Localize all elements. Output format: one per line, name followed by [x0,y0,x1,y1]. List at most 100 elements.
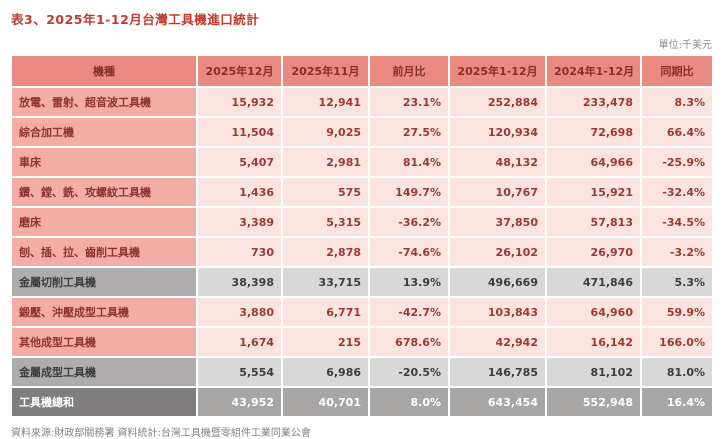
cell-value: 471,846 [545,266,642,298]
cell-value: 13.9% [368,266,450,298]
cell-value: 146,785 [448,356,547,388]
cell-value: -32.4% [640,176,714,208]
cell-value: 15,932 [196,86,283,118]
cell-value: 5.3% [640,266,714,298]
cell-value: 26,970 [545,236,642,268]
column-header: 同期比 [640,54,714,88]
row-label: 金屬成型工具機 [10,356,198,388]
cell-value: 215 [281,326,370,358]
table-body: 放電、雷射、超音波工具機 15,932 12,941 23.1% 252,884 233,… [10,86,714,418]
cell-value: 66.4% [640,116,714,148]
cell-value: 149.7% [368,176,450,208]
cell-value: 33,715 [281,266,370,298]
cell-value: 6,986 [281,356,370,388]
cell-value: 81.4% [368,146,450,178]
cell-value: 496,669 [448,266,547,298]
cell-value: 103,843 [448,296,547,328]
cell-value: 2,878 [281,236,370,268]
cell-value: 48,132 [448,146,547,178]
cell-value: -36.2% [368,206,450,238]
table-row: 綜合加工機 11,504 9,025 27.5% 120,934 72,698 66.4% [10,116,714,148]
table-row: 鍛壓、沖壓成型工具機 3,880 6,771 -42.7% 103,843 64,960 5… [10,296,714,328]
table-row: 放電、雷射、超音波工具機 15,932 12,941 23.1% 252,884 233,… [10,86,714,118]
cell-value: 59.9% [640,296,714,328]
cell-value: -3.2% [640,236,714,268]
cell-value: 575 [281,176,370,208]
table-row: 刨、插、拉、齒削工具機 730 2,878 -74.6% 26,102 26,970 -3.… [10,236,714,268]
cell-value: 166.0% [640,326,714,358]
cell-value: 16.4% [640,386,714,418]
table-row: 車床 5,407 2,981 81.4% 48,132 64,966 -25.9% [10,146,714,178]
cell-value: 12,941 [281,86,370,118]
cell-value: 81.0% [640,356,714,388]
cell-value: 8.3% [640,86,714,118]
page-title: 表3、2025年1-12月台灣工具機進口統計 [11,12,260,27]
cell-value: 43,952 [196,386,283,418]
cell-value: 643,454 [448,386,547,418]
cell-value: 23.1% [368,86,450,118]
column-header: 2025年11月 [281,54,370,88]
cell-value: 233,478 [545,86,642,118]
cell-value: 72,698 [545,116,642,148]
table-row: 金屬成型工具機 5,554 6,986 -20.5% 146,785 81,102 81.0… [10,356,714,388]
cell-value: 27.5% [368,116,450,148]
row-label: 綜合加工機 [10,116,198,148]
cell-value: 2,981 [281,146,370,178]
cell-value: 37,850 [448,206,547,238]
cell-value: 16,142 [545,326,642,358]
cell-value: 9,025 [281,116,370,148]
row-label: 放電、雷射、超音波工具機 [10,86,198,118]
column-header: 2025年12月 [196,54,283,88]
row-label: 鑽、鏜、銑、攻螺紋工具機 [10,176,198,208]
cell-value: 678.6% [368,326,450,358]
cell-value: 3,389 [196,206,283,238]
cell-value: 26,102 [448,236,547,268]
import-stats-table: 機種 2025年12月 2025年11月 前月比 2025年1-12月 2024年1-12… [10,54,714,418]
cell-value: 3,880 [196,296,283,328]
table-row: 其他成型工具機 1,674 215 678.6% 42,942 16,142 166.0% [10,326,714,358]
cell-value: 38,398 [196,266,283,298]
cell-value: -20.5% [368,356,450,388]
cell-value: 15,921 [545,176,642,208]
row-label: 鍛壓、沖壓成型工具機 [10,296,198,328]
cell-value: 81,102 [545,356,642,388]
cell-value: 730 [196,236,283,268]
cell-value: 5,407 [196,146,283,178]
row-label: 工具機總和 [10,386,198,418]
cell-value: 1,674 [196,326,283,358]
cell-value: 5,554 [196,356,283,388]
table-row: 工具機總和 43,952 40,701 8.0% 643,454 552,948 16.4% [10,386,714,418]
cell-value: 42,942 [448,326,547,358]
header-row: 機種 2025年12月 2025年11月 前月比 2025年1-12月 2024年1-12… [10,54,714,88]
row-label: 金屬切削工具機 [10,266,198,298]
row-label: 車床 [10,146,198,178]
cell-value: 552,948 [545,386,642,418]
cell-value: 8.0% [368,386,450,418]
cell-value: -74.6% [368,236,450,268]
table-row: 鑽、鏜、銑、攻螺紋工具機 1,436 575 149.7% 10,767 15,921 -3… [10,176,714,208]
source-note: 資料來源:財政部關務署 資料統計:台灣工具機暨零組件工業同業公會 [11,428,311,439]
cell-value: -42.7% [368,296,450,328]
column-header: 2025年1-12月 [448,54,547,88]
cell-value: 120,934 [448,116,547,148]
column-header: 2024年1-12月 [545,54,642,88]
cell-value: -25.9% [640,146,714,178]
table-row: 磨床 3,389 5,315 -36.2% 37,850 57,813 -34.5% [10,206,714,238]
column-header: 機種 [10,54,198,88]
row-label: 刨、插、拉、齒削工具機 [10,236,198,268]
cell-value: 10,767 [448,176,547,208]
table-header: 機種 2025年12月 2025年11月 前月比 2025年1-12月 2024年1-12… [10,54,714,88]
row-label: 磨床 [10,206,198,238]
table-row: 金屬切削工具機 38,398 33,715 13.9% 496,669 471,846 5.… [10,266,714,298]
row-label: 其他成型工具機 [10,326,198,358]
cell-value: 64,966 [545,146,642,178]
cell-value: -34.5% [640,206,714,238]
cell-value: 11,504 [196,116,283,148]
cell-value: 57,813 [545,206,642,238]
cell-value: 5,315 [281,206,370,238]
cell-value: 252,884 [448,86,547,118]
column-header: 前月比 [368,54,450,88]
unit-note: 單位:千美元 [658,40,712,51]
cell-value: 64,960 [545,296,642,328]
cell-value: 1,436 [196,176,283,208]
